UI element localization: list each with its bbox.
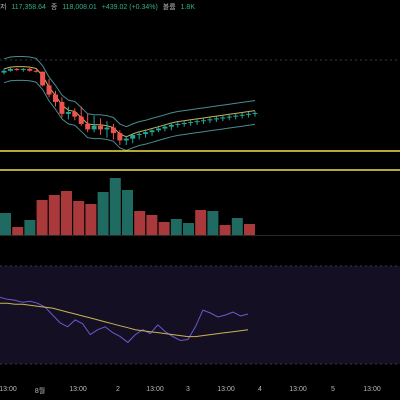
candle-body [59, 101, 65, 114]
time-axis-label: 8월 [34, 388, 46, 395]
volume-bar [12, 227, 24, 235]
candle-body [252, 112, 258, 114]
time-axis-label: 13:00 [146, 386, 164, 393]
moving-average-line [3, 66, 256, 138]
legend-close-label: 종 [50, 4, 58, 11]
candle-body [181, 123, 187, 124]
legend-close-value: 118,008.01 [62, 4, 97, 11]
candle-body [91, 125, 97, 130]
candle-body [98, 125, 104, 130]
volume-bar [109, 178, 121, 235]
volume-bar [195, 210, 207, 235]
candle-body [207, 119, 213, 121]
candle-body [149, 130, 155, 133]
candle-body [52, 94, 58, 102]
volume-pane[interactable] [0, 178, 400, 236]
time-axis-label: 13:00 [217, 386, 235, 393]
candle-body [85, 123, 91, 130]
volume-bar [231, 218, 243, 235]
candle-body [220, 117, 226, 119]
ohlc-legend: 저 117,358.64 종 118,008.01 +439.02 (+0.34… [0, 0, 400, 16]
candle-body [20, 68, 26, 70]
candle-body [14, 68, 20, 70]
volume-bar [183, 223, 194, 235]
time-axis-label: 3 [186, 386, 190, 393]
candle-body [175, 123, 181, 125]
volume-bar [158, 222, 170, 235]
candle-body [136, 134, 142, 135]
candle-body [110, 127, 116, 134]
time-axis-label: 13:00 [289, 386, 307, 393]
candle-body [194, 121, 200, 123]
legend-open-label: 저 [0, 4, 7, 11]
time-axis-label: 13:00 [363, 386, 381, 393]
candle-body [213, 118, 219, 120]
rsi-moving-average-line [0, 302, 249, 338]
candle-body [7, 68, 13, 71]
bollinger-upper-line [3, 56, 256, 128]
legend-volume-label: 볼륨 [162, 4, 176, 11]
candle-body [72, 112, 78, 117]
rsi-pane[interactable] [0, 265, 400, 365]
candle-body [226, 116, 232, 118]
volume-bar [36, 200, 48, 235]
time-axis-label: 13:00 [69, 386, 87, 393]
bollinger-lower-line [3, 79, 256, 152]
legend-volume-value: 1.8K [180, 4, 195, 11]
volume-bar [85, 204, 97, 235]
candle-body [33, 70, 39, 72]
volume-bar [244, 224, 255, 235]
candle-body [246, 113, 252, 115]
candle-body [188, 122, 194, 124]
legend-open-value: 117,358.64 [11, 4, 46, 11]
volume-bar [48, 195, 60, 235]
candle-body [233, 115, 239, 117]
volume-bar [219, 225, 231, 235]
candle-body [46, 85, 52, 95]
candle-body [130, 134, 136, 139]
candle-body [201, 120, 207, 122]
candle-body [143, 132, 149, 134]
time-axis-label: 5 [331, 386, 335, 393]
candle-body [104, 127, 110, 130]
rsi-line [0, 296, 249, 344]
volume-bar [207, 211, 219, 235]
candle-body [155, 128, 161, 131]
volume-bar [122, 190, 133, 235]
time-axis-label: 2 [116, 386, 120, 393]
candle-body [65, 112, 71, 114]
volume-bar [0, 213, 11, 235]
rsi-band [0, 266, 400, 364]
candle-body [117, 133, 123, 141]
candle-body [40, 71, 46, 86]
candle-body [78, 116, 84, 124]
time-axis-label: 13:00 [0, 386, 17, 393]
volume-bar [97, 192, 109, 235]
volume-bar [24, 220, 36, 235]
volume-bar [73, 201, 85, 235]
legend-change-value: +439.02 (+0.34%) [101, 4, 158, 11]
time-axis-label: 4 [258, 386, 262, 393]
volume-bar [170, 219, 182, 235]
candle-body [123, 138, 129, 141]
candle-body [162, 126, 168, 129]
candle-body [239, 114, 245, 116]
candle-body [168, 124, 174, 127]
candle-body [27, 68, 33, 71]
price-pane[interactable] [0, 56, 400, 171]
volume-bar [61, 191, 72, 235]
volume-bar [146, 215, 158, 235]
candle-body [1, 70, 7, 73]
volume-bar [134, 211, 146, 235]
